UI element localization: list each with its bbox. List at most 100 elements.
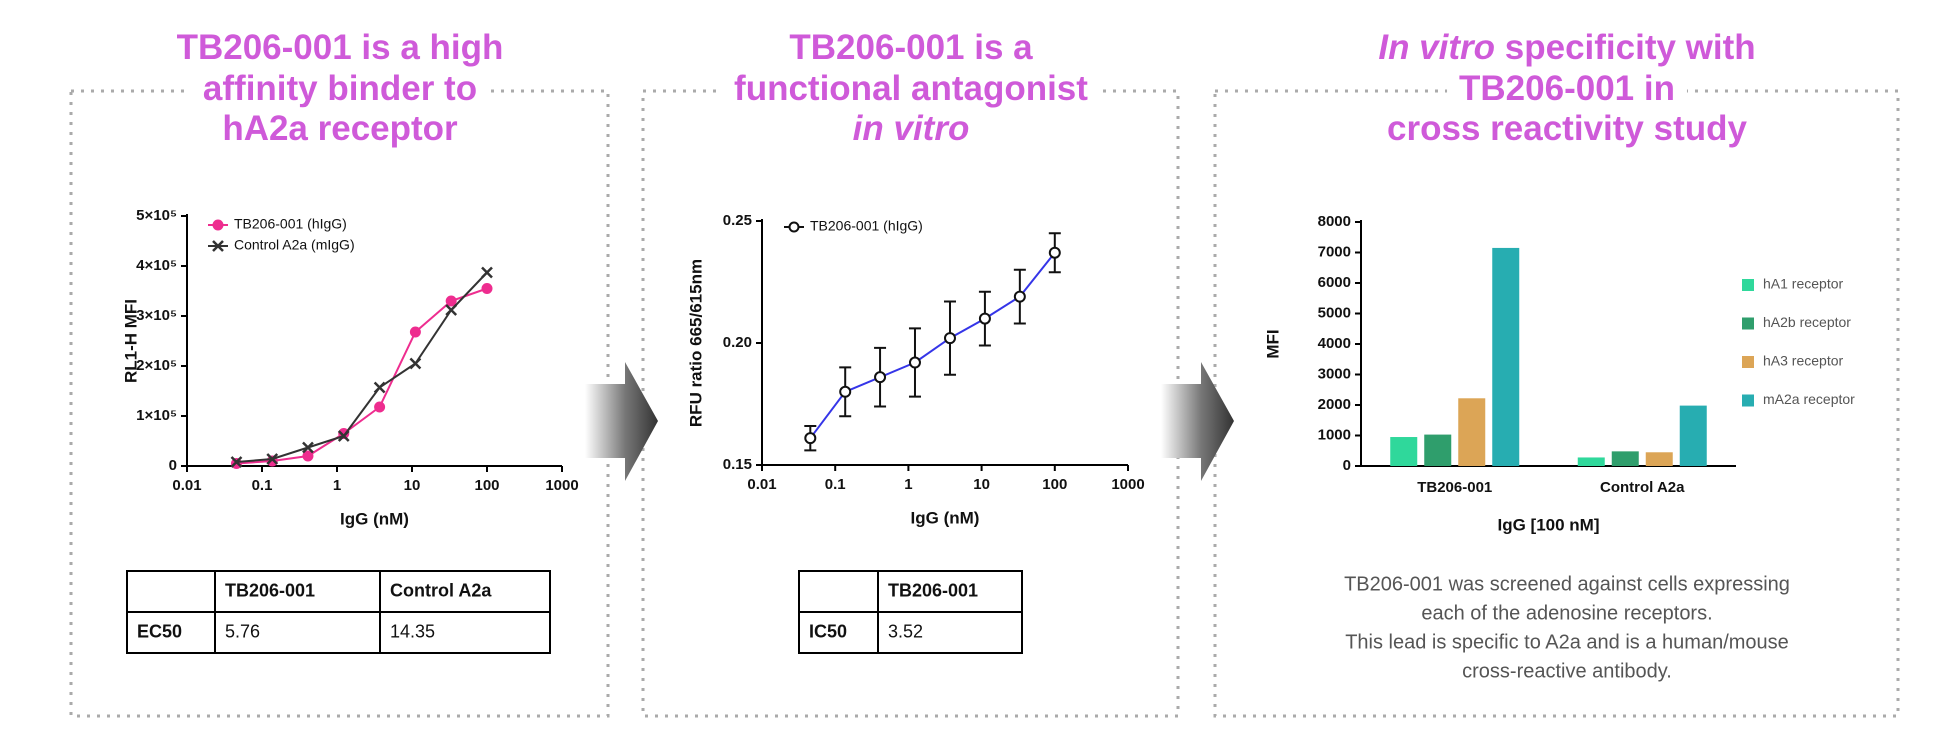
- caption-line: cross-reactive antibody.: [1462, 660, 1672, 682]
- heading-bg: [840, 107, 982, 151]
- legend-swatch: [1742, 279, 1754, 291]
- heading-text: hA2a receptor: [222, 109, 458, 148]
- data-point: [445, 295, 457, 307]
- data-point: [409, 326, 421, 338]
- arrow: [1161, 362, 1234, 481]
- x-marker-stroke: [337, 430, 350, 442]
- panel-frame: [69, 89, 610, 718]
- arrow: [585, 362, 658, 481]
- y-axis-title: RFU ratio 665/615nm: [686, 259, 705, 427]
- y-tick-label: 3000: [1318, 365, 1351, 382]
- x-axis-title: IgG (nM): [911, 508, 980, 527]
- heading-line: TB206-001 is a high: [177, 28, 504, 67]
- x-tick-label: 1000: [1111, 476, 1144, 493]
- table-cell: [214, 611, 381, 654]
- y-tick-label: 4000: [1318, 335, 1351, 352]
- heading-text: cross reactivity study: [1387, 109, 1747, 148]
- cell-text: TB206-001: [225, 580, 315, 600]
- y-tick-label: 5000: [1318, 304, 1351, 321]
- y-tick-label: 4×10⁵: [136, 257, 177, 274]
- cell-text: IC50: [809, 621, 847, 641]
- legend-marker: [212, 219, 224, 231]
- legend-marker: [212, 240, 224, 252]
- bar: [1611, 451, 1639, 466]
- x-tick-label: TB206-001: [1417, 479, 1492, 496]
- data-point: [481, 283, 493, 294]
- cell-text: TB206-001: [888, 580, 978, 600]
- heading-bg: [1375, 107, 1760, 151]
- caption-line: each of the adenosine receptors.: [1421, 602, 1712, 624]
- x-marker-stroke: [409, 357, 422, 370]
- series-line: [236, 287, 488, 465]
- heading-text: affinity binder to: [203, 69, 477, 108]
- y-tick-label: 6000: [1318, 274, 1351, 291]
- heading-text: TB206-001 in: [1459, 69, 1675, 108]
- heading-line: In vitro specificity with: [1378, 28, 1755, 67]
- heading-line: functional antagonist: [734, 69, 1088, 108]
- data-point: [874, 371, 887, 384]
- legend-label: Control A2a (mIgG): [234, 237, 355, 253]
- y-tick-label: 1000: [1318, 426, 1351, 443]
- data-point: [943, 332, 956, 345]
- y-tick-label: 0: [1343, 457, 1351, 474]
- y-tick-label: 2000: [1318, 396, 1351, 413]
- cell-text: 5.76: [225, 621, 260, 641]
- x-marker-stroke: [302, 441, 314, 454]
- y-tick-label: 1×10⁵: [136, 407, 177, 424]
- y-axis-title: MFI: [1263, 329, 1282, 358]
- y-tick-label: 5×10⁵: [136, 207, 177, 224]
- cell-text: 14.35: [390, 621, 435, 641]
- data-point: [230, 456, 243, 468]
- data-point: [908, 356, 921, 369]
- heading-bg: [1366, 26, 1768, 70]
- legend-label: hA1 receptor: [1763, 276, 1843, 292]
- bar: [1390, 437, 1418, 466]
- x-tick-label: 10: [404, 477, 421, 494]
- data-point: [445, 304, 458, 316]
- y-tick-label: 0.15: [723, 456, 752, 473]
- table-cell: [214, 570, 381, 613]
- legend-label: TB206-001 (hIgG): [234, 216, 347, 232]
- caption-line: TB206-001 was screened against cells exp…: [1344, 573, 1790, 595]
- y-tick-label: 8000: [1318, 213, 1351, 230]
- x-tick-label: 100: [1042, 476, 1067, 493]
- x-tick-label: 100: [474, 477, 499, 494]
- bar: [1424, 434, 1452, 466]
- x-marker-stroke: [266, 453, 279, 465]
- legend-swatch: [1742, 317, 1754, 330]
- heading-text: in vitro: [853, 109, 970, 148]
- bar: [1679, 405, 1707, 466]
- data-point: [1048, 246, 1061, 259]
- table-cell: [798, 570, 879, 613]
- x-tick-label: 10: [973, 476, 990, 493]
- legend-label: TB206-001 (hIgG): [810, 218, 923, 234]
- x-tick-label: 0.1: [825, 476, 846, 493]
- bar: [1645, 452, 1673, 466]
- x-marker-stroke: [373, 381, 386, 394]
- bar: [1492, 247, 1520, 466]
- heading-text: specificity with: [1495, 28, 1756, 67]
- heading-line: hA2a receptor: [222, 109, 458, 148]
- heading-bg: [190, 67, 490, 111]
- series-line: [236, 271, 488, 463]
- x-axis-title: IgG [100 nM]: [1497, 515, 1599, 534]
- heading-text: TB206-001 is a: [789, 28, 1033, 67]
- x-tick-label: 1: [333, 477, 341, 494]
- bar: [1577, 457, 1605, 466]
- cell-text: EC50: [137, 621, 182, 641]
- heading-bg: [164, 26, 516, 70]
- table-cell: [126, 570, 216, 613]
- y-tick-label: 0.20: [723, 334, 752, 351]
- data-point: [374, 401, 386, 413]
- data-point: [804, 432, 817, 445]
- caption-line: This lead is specific to A2a and is a hu…: [1345, 631, 1789, 653]
- y-tick-label: 0.25: [723, 212, 752, 229]
- x-tick-label: 0.01: [172, 477, 201, 494]
- data-point: [839, 385, 852, 398]
- legend-label: hA2b receptor: [1763, 314, 1851, 330]
- legend-marker: [788, 221, 800, 233]
- heading-text: TB206-001 is a high: [177, 28, 504, 67]
- heading-text: functional antagonist: [734, 69, 1088, 108]
- data-point: [409, 357, 422, 370]
